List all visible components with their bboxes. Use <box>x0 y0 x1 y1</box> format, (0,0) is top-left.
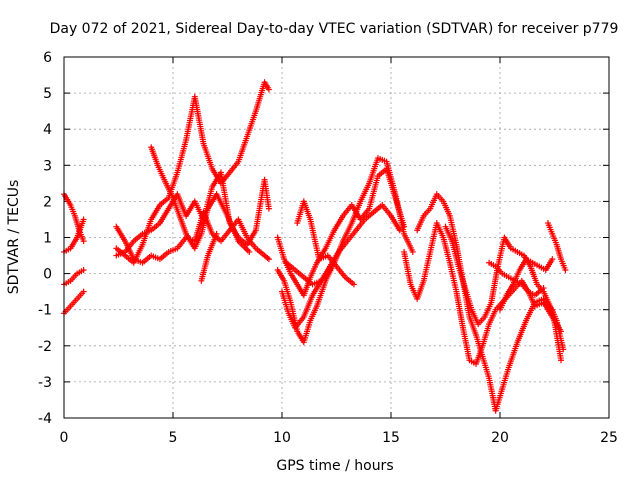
series-track-h <box>148 144 253 255</box>
series-track-b <box>61 216 87 255</box>
series-track-t <box>544 220 569 273</box>
data-point <box>409 248 416 255</box>
data-point <box>265 205 272 212</box>
chart-title: Day 072 of 2021, Sidereal Day-to-day VTE… <box>50 21 619 37</box>
data-point <box>265 86 272 93</box>
x-tick-labels: 0 5 10 15 20 25 <box>60 430 618 446</box>
series-track-d <box>61 288 87 317</box>
x-tick-label: 0 <box>60 430 69 446</box>
data-point <box>80 216 87 223</box>
y-tick-label: 5 <box>43 86 52 102</box>
series-track-p <box>414 191 565 414</box>
data-point <box>396 227 403 234</box>
y-tick-label: -1 <box>38 303 52 319</box>
data-point <box>562 266 569 273</box>
x-tick-label: 5 <box>169 430 178 446</box>
x-axis-label: GPS time / hours <box>276 458 393 474</box>
plot-frame <box>63 56 610 419</box>
series-track-n <box>283 259 333 288</box>
data-point <box>246 248 253 255</box>
data-point <box>80 288 87 295</box>
y-tick-label: 4 <box>43 122 52 138</box>
y-axis-label: SDTVAR / TECUs <box>6 180 22 295</box>
data-point <box>213 230 220 237</box>
y-tick-label: 1 <box>43 231 52 247</box>
data-point <box>80 266 87 273</box>
data-point <box>401 223 408 230</box>
y-tick-label: 6 <box>43 50 52 66</box>
y-tick-label: 2 <box>43 194 52 210</box>
data-point <box>558 357 565 364</box>
y-tick-label: -2 <box>38 339 52 355</box>
data-point <box>326 266 333 273</box>
series-track-c <box>61 266 87 288</box>
data-points <box>61 79 569 414</box>
series-track-i <box>198 230 220 284</box>
x-tick-label: 15 <box>382 430 400 446</box>
y-tick-label: -4 <box>38 411 52 427</box>
x-tick-label: 20 <box>491 430 509 446</box>
data-point <box>265 256 272 263</box>
y-tick-labels: -4 -3 -2 -1 0 1 2 3 4 5 6 <box>38 50 52 427</box>
series-track-s <box>497 256 556 313</box>
series-track-m <box>294 198 357 288</box>
y-tick-label: 3 <box>43 158 52 174</box>
data-point <box>549 256 556 263</box>
data-point <box>560 346 567 353</box>
x-tick-label: 25 <box>600 430 618 446</box>
y-tick-label: 0 <box>43 267 52 283</box>
data-point <box>80 238 87 245</box>
y-tick-label: -3 <box>38 375 52 391</box>
data-point <box>540 285 547 292</box>
data-point <box>350 281 357 288</box>
x-tick-label: 10 <box>273 430 291 446</box>
